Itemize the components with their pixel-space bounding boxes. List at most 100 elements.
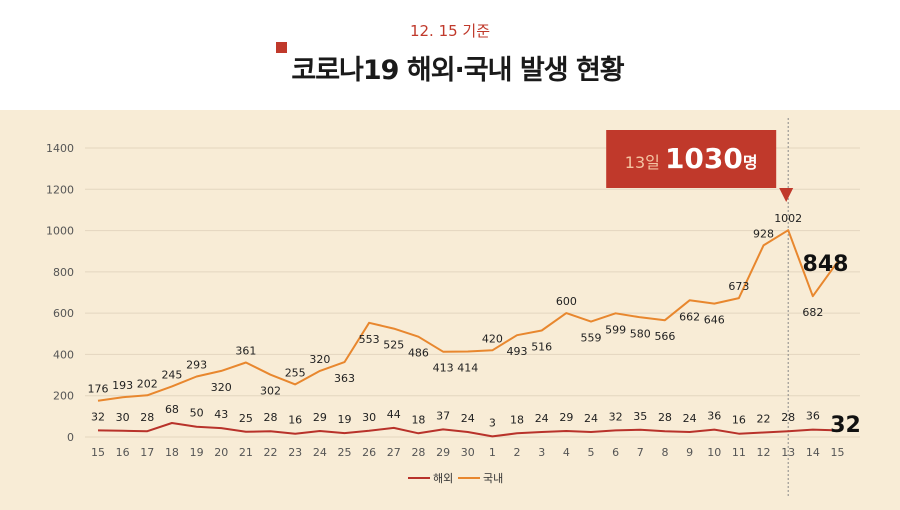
overseas-data-label: 22: [757, 412, 771, 425]
overseas-data-label: 68: [165, 403, 179, 416]
overseas-data-label: 24: [535, 412, 549, 425]
domestic-data-label: 673: [728, 280, 749, 293]
x-tick-label: 4: [563, 446, 570, 459]
callout-suffix: 명: [743, 153, 758, 172]
x-tick-label: 9: [686, 446, 693, 459]
title-text: 코로나19 해외·국내 발생 현황: [291, 55, 624, 86]
domestic-data-label: 599: [605, 323, 626, 336]
domestic-data-label: 420: [482, 332, 503, 345]
overseas-data-label: 32: [91, 410, 105, 423]
callout-prefix: 13일: [625, 153, 665, 172]
domestic-data-label: 293: [186, 359, 207, 372]
x-tick-label: 11: [732, 446, 746, 459]
domestic-data-label: 245: [161, 368, 182, 381]
grid-lines: [85, 147, 860, 438]
y-tick-label: 1400: [46, 142, 74, 155]
x-tick-label: 27: [387, 446, 401, 459]
y-tick-labels: 0 200 400 600 800 1000 1200 1400: [46, 142, 74, 444]
overseas-data-label: 28: [658, 411, 672, 424]
overseas-data-label: 28: [264, 411, 278, 424]
domestic-data-label: 600: [556, 295, 577, 308]
chart-area: 0 200 400 600 800 1000 1200 1400 15 16 17 18 19 20 21…: [0, 110, 900, 506]
domestic-data-label: 486: [408, 347, 429, 360]
x-tick-label: 26: [362, 446, 376, 459]
domestic-data-label: 361: [235, 344, 256, 357]
legend-label-1: 국내: [483, 472, 503, 485]
x-tick-label: 1: [489, 446, 496, 459]
x-tick-label: 21: [239, 446, 253, 459]
domestic-data-label: 193: [112, 379, 133, 392]
x-tick-label: 10: [707, 446, 721, 459]
series-line-1: [97, 229, 839, 402]
overseas-data-label: 36: [707, 410, 721, 423]
x-tick-label: 18: [165, 446, 179, 459]
domestic-data-label: 566: [654, 330, 675, 343]
overseas-data-label: 24: [461, 412, 475, 425]
x-tick-label: 29: [436, 446, 450, 459]
overseas-data-label: 16: [288, 414, 302, 427]
overseas-data-label: 44: [387, 408, 401, 421]
y-tick-label: 800: [53, 266, 74, 279]
domestic-data-label: 302: [260, 385, 281, 398]
overseas-data-label: 24: [683, 412, 697, 425]
legend: 해외 국내: [408, 471, 503, 485]
domestic-data-label: 928: [753, 227, 774, 240]
overseas-data-label: 36: [806, 410, 820, 423]
domestic-data-label: 662: [679, 310, 700, 323]
domestic-data-label: 525: [383, 339, 404, 352]
callout-text: 13일 1030명: [625, 142, 758, 175]
domestic-data-label: 580: [630, 327, 651, 340]
domestic-data-label: 1002: [774, 212, 802, 225]
overseas-data-label: 28: [781, 411, 795, 424]
y-tick-label: 600: [53, 307, 74, 320]
callout: 13일 1030명: [606, 130, 794, 202]
header: 12. 15 기준 코로나19 해외·국내 발생 현황: [0, 0, 900, 110]
overseas-data-label: 19: [338, 413, 352, 426]
callout-value: 1030: [665, 142, 743, 175]
overseas-data-label: 25: [239, 412, 253, 425]
data-labels: 32 30 28 68 50 43 25 28 16 29 19 30 44 18 37 24 3 18 24 29 2…: [88, 212, 861, 438]
domestic-data-label: 414: [457, 362, 478, 375]
x-tick-label: 19: [190, 446, 204, 459]
x-tick-label: 13: [781, 446, 795, 459]
overseas-data-label: 18: [411, 413, 425, 426]
y-tick-label: 1000: [46, 225, 74, 238]
x-tick-label: 14: [806, 446, 820, 459]
x-tick-label: 2: [514, 446, 521, 459]
domestic-data-label: 493: [507, 345, 528, 358]
x-tick-labels: 15 16 17 18 19 20 21 22 23 24 25 26 27 28 29 30 1 2 3 4 5 6 7 8…: [91, 446, 845, 459]
overseas-data-label: 24: [584, 412, 598, 425]
overseas-data-label: 30: [116, 411, 130, 424]
legend-label-0: 해외: [433, 471, 453, 485]
x-tick-label: 6: [612, 446, 619, 459]
domestic-data-label: 553: [359, 333, 380, 346]
overseas-data-label: 43: [214, 408, 228, 421]
callout-pointer-icon: [779, 188, 794, 202]
x-tick-label: 12: [757, 446, 771, 459]
overseas-data-label: 3: [489, 416, 496, 429]
domestic-data-label: 176: [88, 383, 109, 396]
series-line-0: [97, 422, 838, 438]
domestic-data-label: 363: [334, 372, 355, 385]
y-tick-label: 0: [67, 431, 74, 444]
x-tick-label: 8: [661, 446, 668, 459]
x-tick-label: 28: [411, 446, 425, 459]
domestic-data-label: 413: [433, 362, 454, 375]
domestic-data-label: 320: [211, 381, 232, 394]
page-title: 코로나19 해외·국내 발생 현황: [0, 42, 900, 87]
domestic-data-label: 320: [309, 353, 330, 366]
callout-box: [606, 130, 777, 188]
x-tick-label: 15: [91, 446, 105, 459]
overseas-data-label: 32: [609, 410, 623, 423]
x-tick-label: 16: [116, 446, 130, 459]
x-tick-label: 22: [264, 446, 278, 459]
x-tick-label: 24: [313, 446, 327, 459]
overseas-data-label: 37: [436, 409, 450, 422]
x-tick-label: 23: [288, 446, 302, 459]
x-tick-label: 7: [637, 446, 644, 459]
y-tick-label: 200: [53, 390, 74, 403]
overseas-data-label: 29: [559, 411, 573, 424]
domestic-data-label: 559: [581, 332, 602, 345]
y-tick-label: 1200: [46, 183, 74, 196]
x-tick-label: 17: [140, 446, 154, 459]
